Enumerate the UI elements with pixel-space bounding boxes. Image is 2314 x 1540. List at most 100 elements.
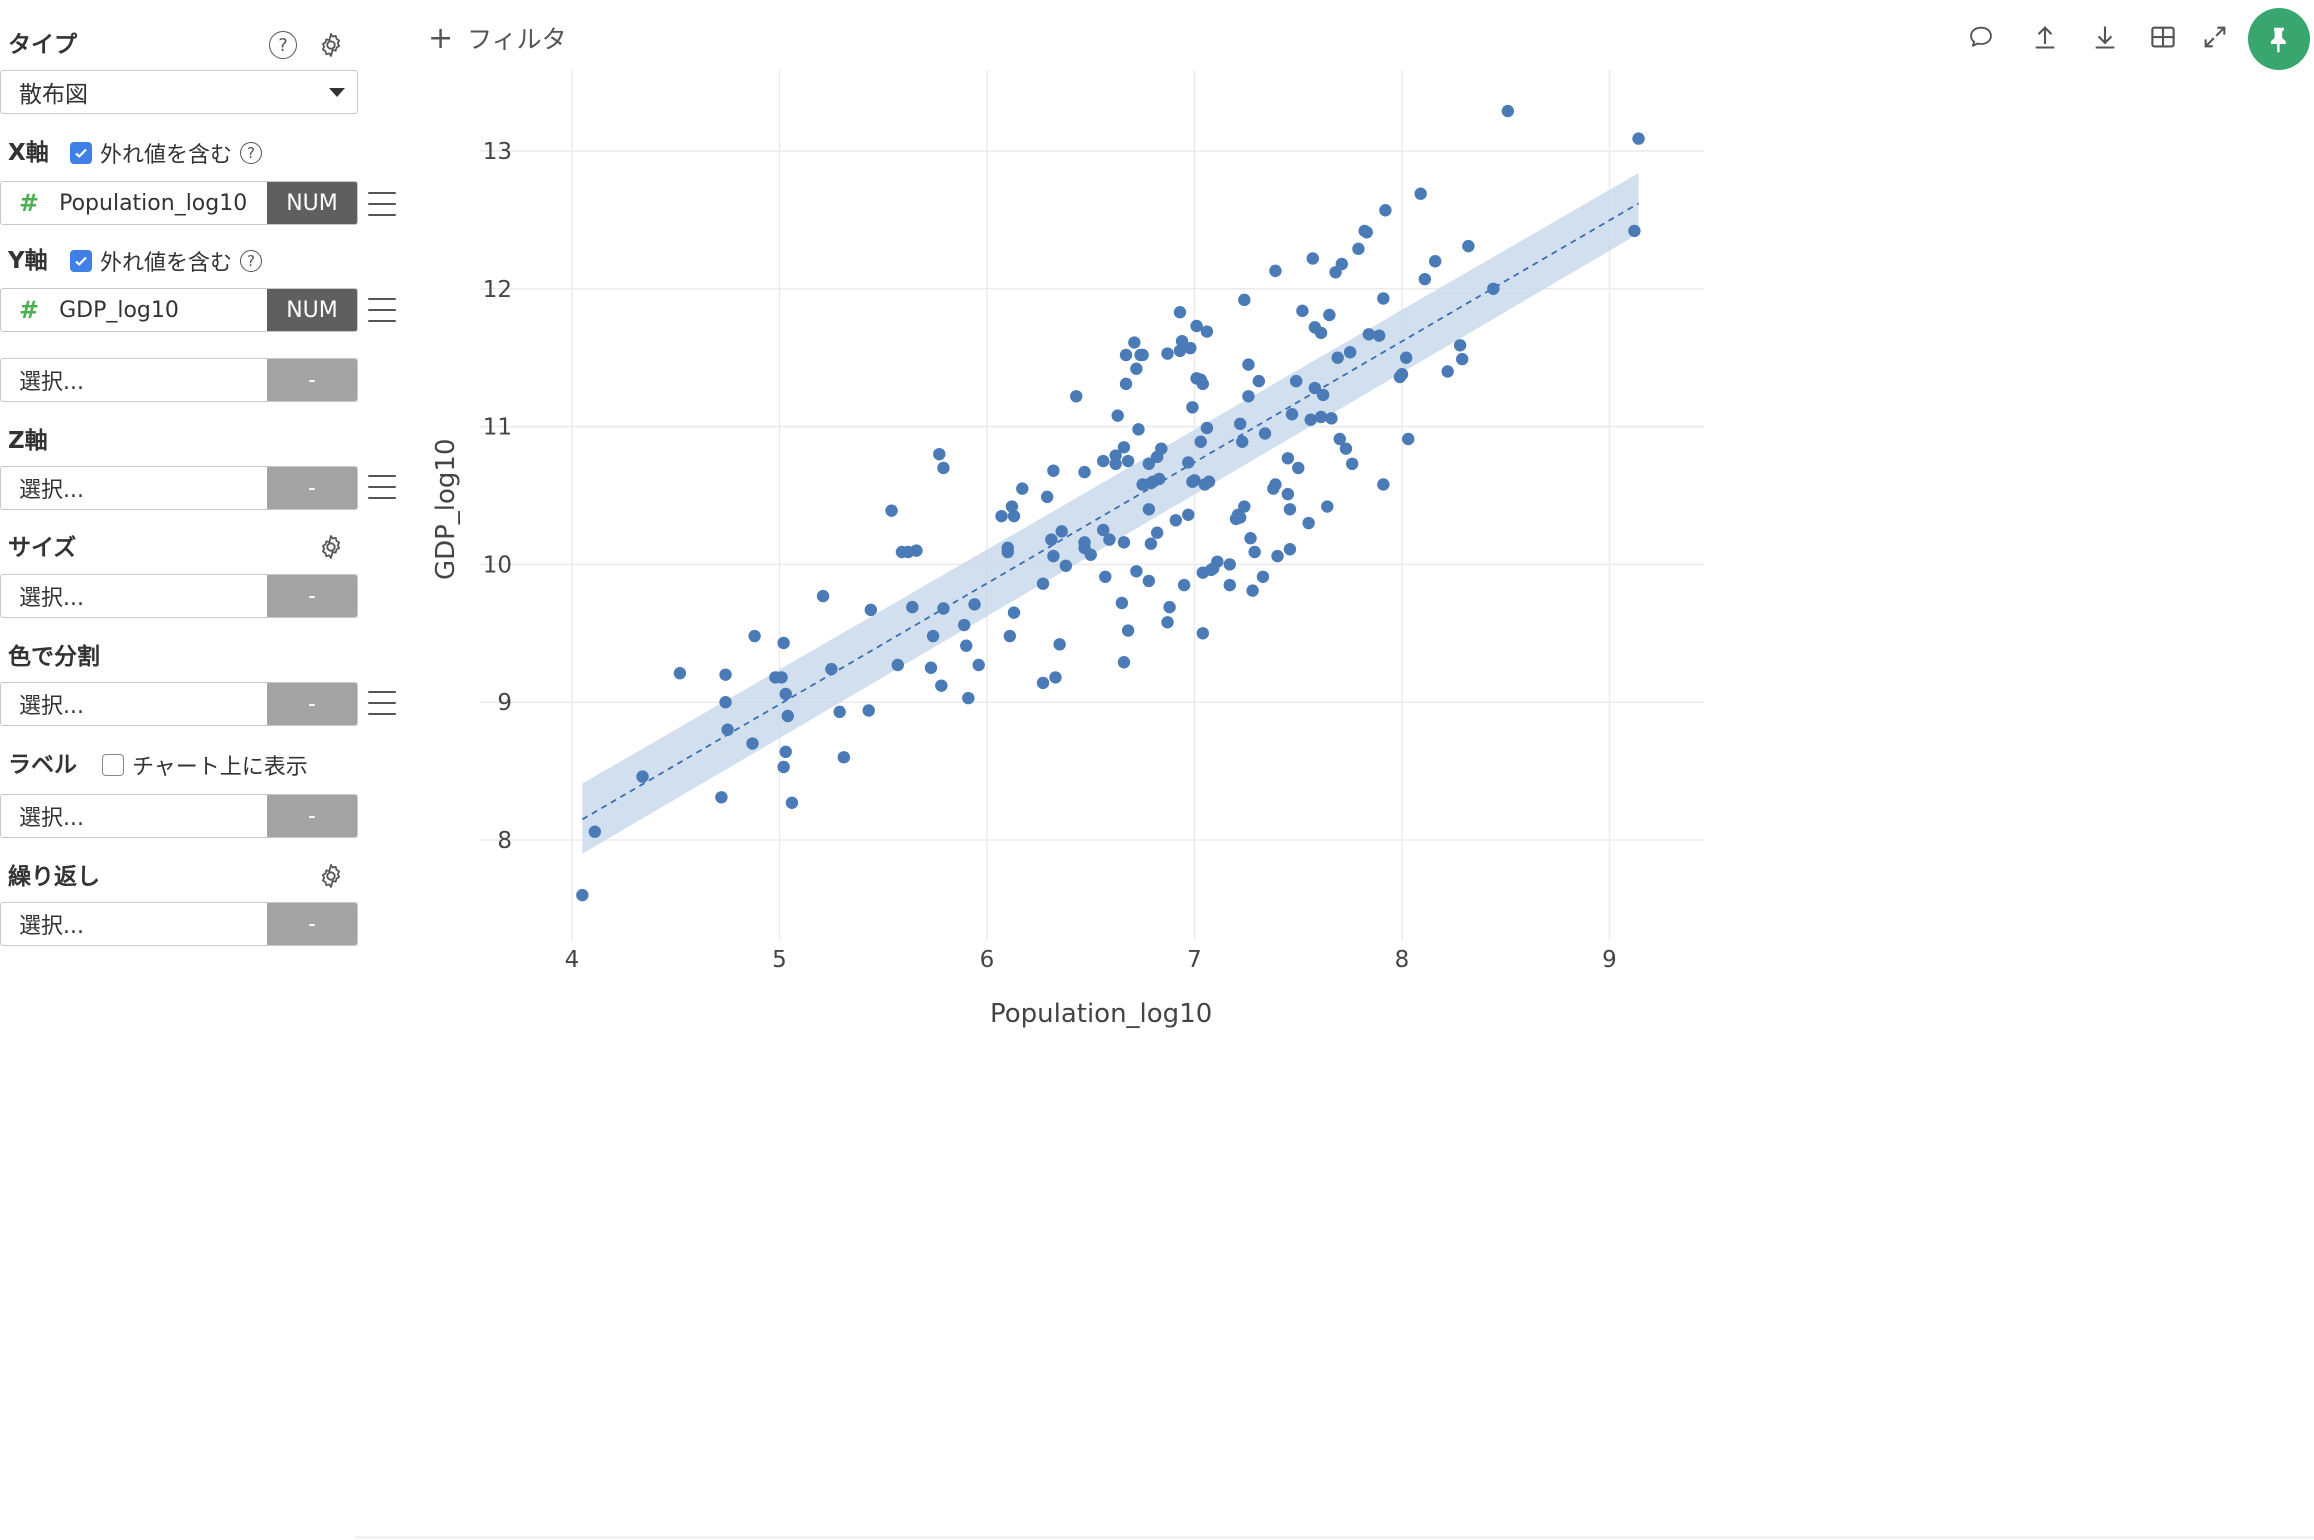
x-include-outliers-checkbox[interactable] [70, 142, 92, 164]
y-include-outliers-option[interactable]: 外れ値を含む ? [70, 244, 263, 278]
data-point[interactable] [972, 658, 985, 672]
data-point[interactable] [1059, 559, 1073, 572]
data-point[interactable] [1097, 454, 1110, 468]
data-point[interactable] [1308, 381, 1322, 395]
data-point[interactable] [1335, 257, 1349, 271]
data-point[interactable] [1414, 187, 1427, 200]
data-point[interactable] [1150, 526, 1164, 539]
label-column-field[interactable]: 選択... - [0, 794, 358, 838]
data-point[interactable] [1242, 390, 1255, 403]
data-point[interactable] [779, 687, 792, 701]
data-point[interactable] [1296, 304, 1309, 318]
data-point[interactable] [1177, 578, 1191, 592]
data-point[interactable] [715, 791, 728, 804]
data-point[interactable] [1200, 421, 1214, 435]
data-point[interactable] [1211, 555, 1224, 568]
size-column-field[interactable]: 選択... - [0, 574, 358, 618]
data-point[interactable] [1119, 348, 1133, 362]
data-point[interactable] [1343, 345, 1357, 359]
data-point[interactable] [1292, 461, 1305, 475]
data-point[interactable] [1441, 365, 1454, 378]
data-point[interactable] [1173, 344, 1187, 358]
data-point[interactable] [1418, 272, 1432, 286]
data-point[interactable] [1117, 656, 1131, 669]
data-point[interactable] [1252, 374, 1266, 388]
data-point[interactable] [1155, 442, 1168, 455]
y-column-field[interactable]: # GDP_log10 NUM [0, 288, 358, 332]
data-point[interactable] [721, 723, 734, 736]
data-point[interactable] [1040, 490, 1054, 504]
data-point[interactable] [1487, 282, 1500, 295]
data-point[interactable] [1144, 537, 1158, 550]
data-point[interactable] [968, 598, 981, 611]
data-point[interactable] [864, 603, 877, 617]
data-point[interactable] [785, 796, 799, 809]
data-point[interactable] [1136, 348, 1149, 362]
data-point[interactable] [1109, 457, 1122, 471]
data-point[interactable] [924, 661, 938, 674]
data-point[interactable] [1304, 413, 1317, 426]
data-point[interactable] [719, 696, 732, 709]
data-point[interactable] [636, 770, 649, 783]
data-point[interactable] [1314, 326, 1328, 340]
data-point[interactable] [1402, 432, 1415, 446]
data-point[interactable] [1283, 543, 1297, 556]
data-point[interactable] [1346, 457, 1359, 471]
data-point[interactable] [935, 679, 948, 692]
data-point[interactable] [1271, 549, 1284, 563]
data-point[interactable] [1097, 523, 1110, 537]
data-point[interactable] [781, 709, 794, 723]
data-point[interactable] [1142, 503, 1156, 516]
data-point[interactable] [1628, 224, 1641, 238]
expand-icon[interactable] [2198, 20, 2232, 54]
data-point[interactable] [1121, 454, 1135, 468]
data-point[interactable] [1121, 624, 1135, 637]
data-point[interactable] [833, 705, 846, 719]
data-point[interactable] [1049, 671, 1062, 684]
data-point[interactable] [1190, 319, 1203, 333]
data-point[interactable] [1053, 638, 1066, 651]
data-point[interactable] [576, 888, 589, 902]
help-icon[interactable]: ? [240, 142, 263, 164]
data-point[interactable] [1202, 475, 1216, 488]
data-point[interactable] [1173, 306, 1187, 319]
data-point[interactable] [1007, 606, 1021, 619]
data-point[interactable] [891, 658, 904, 672]
data-point[interactable] [1372, 329, 1386, 342]
data-point[interactable] [1269, 264, 1282, 278]
color-column-field[interactable]: 選択... - [0, 682, 358, 726]
chart-type-select[interactable]: 散布図 [0, 70, 358, 114]
data-point[interactable] [775, 671, 788, 684]
data-point[interactable] [1379, 204, 1392, 217]
data-point[interactable] [910, 544, 923, 557]
data-point[interactable] [1248, 545, 1261, 559]
data-point[interactable] [1455, 352, 1469, 366]
data-point[interactable] [937, 602, 950, 615]
show-on-chart-checkbox[interactable] [102, 754, 124, 776]
data-point[interactable] [1238, 293, 1251, 307]
data-point[interactable] [937, 461, 950, 475]
y-include-outliers-checkbox[interactable] [70, 250, 92, 272]
data-point[interactable] [1184, 341, 1197, 355]
data-point[interactable] [1119, 377, 1133, 391]
table-icon[interactable] [2146, 20, 2180, 54]
data-point[interactable] [1078, 465, 1091, 479]
data-point[interactable] [1200, 325, 1214, 338]
gear-icon[interactable] [316, 30, 346, 60]
data-point[interactable] [1306, 252, 1319, 265]
data-point[interactable] [957, 618, 971, 632]
pin-button[interactable] [2248, 8, 2310, 70]
z-column-field[interactable]: 選択... - [0, 466, 358, 510]
data-point[interactable] [1196, 377, 1209, 391]
data-point[interactable] [1258, 427, 1272, 440]
data-point[interactable] [1103, 533, 1116, 546]
data-point[interactable] [748, 629, 761, 643]
data-point[interactable] [1128, 336, 1141, 349]
data-point[interactable] [1333, 432, 1346, 446]
data-point[interactable] [1501, 104, 1515, 118]
data-point[interactable] [816, 589, 830, 603]
data-point[interactable] [1130, 565, 1143, 578]
data-point[interactable] [1182, 508, 1195, 521]
data-point[interactable] [1453, 339, 1467, 352]
data-point[interactable] [837, 751, 851, 764]
